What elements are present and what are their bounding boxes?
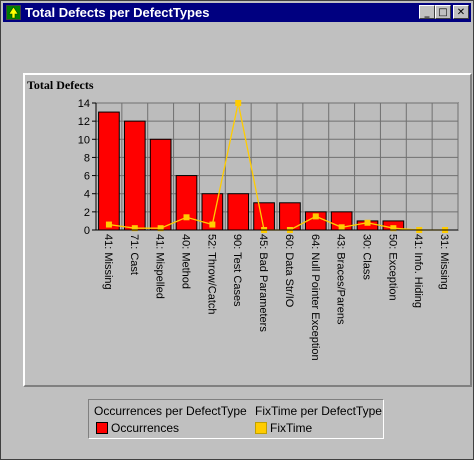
fixtime-point-1 [131, 225, 138, 232]
x-tick-label-7: 60: Data Str/IO [283, 234, 295, 308]
x-tick-label-4: 52: Throw/Catch [205, 234, 217, 315]
close-icon: ✕ [456, 6, 466, 18]
title-bar[interactable]: Total Defects per DefectTypes _ □ ✕ [3, 3, 471, 22]
fixtime-point-8 [312, 213, 319, 220]
bar-5 [227, 193, 250, 231]
bar-6 [253, 202, 275, 231]
fixtime-point-9 [338, 224, 345, 231]
x-tick-label-6: 45: Bad Parameters [257, 234, 269, 332]
fixtime-point-5 [235, 100, 242, 106]
y-tick-label: 4 [84, 189, 90, 201]
x-tick-label-10: 30: Class [361, 234, 373, 280]
y-tick-label: 8 [84, 152, 90, 164]
close-button[interactable]: ✕ [453, 5, 469, 19]
x-tick-label-0: 41: Missing [102, 234, 114, 290]
y-tick-label: 0 [84, 225, 90, 237]
legend-swatch-occurrences [96, 422, 108, 434]
minimize-button[interactable]: _ [419, 5, 435, 19]
x-tick-label-8: 64: Null Pointer Exception [309, 234, 321, 361]
fixtime-point-11 [390, 225, 397, 232]
maximize-icon: □ [438, 6, 448, 18]
x-tick-label-11: 50: Exception [386, 234, 398, 301]
legend-header-occurrences: Occurrences per DefectType [94, 404, 247, 418]
fixtime-point-2 [157, 225, 164, 232]
x-tick-label-3: 40: Method [180, 234, 192, 289]
x-tick-label-13: 31: Missing [438, 234, 450, 290]
tree-icon [6, 5, 21, 20]
legend-swatch-fixtime [255, 422, 267, 434]
window-title: Total Defects per DefectTypes [25, 5, 210, 20]
legend-header-fixtime: FixTime per DefectType [255, 404, 382, 418]
y-tick-label: 6 [84, 171, 90, 183]
x-tick-label-1: 71: Cast [128, 234, 140, 275]
x-tick-label-5: 90: Test Cases [231, 234, 243, 307]
y-axis-title: Total Defects [27, 78, 94, 92]
legend-label-fixtime: FixTime [270, 421, 313, 435]
fixtime-point-3 [183, 214, 190, 221]
fixtime-point-10 [364, 219, 371, 226]
maximize-button[interactable]: □ [435, 5, 451, 19]
y-tick-label: 10 [78, 134, 90, 146]
bar-1 [123, 120, 146, 231]
bar-2 [149, 138, 172, 231]
y-tick-label: 14 [78, 98, 90, 110]
bar-3 [175, 175, 198, 231]
y-tick-label: 2 [84, 207, 90, 219]
legend-label-occurrences: Occurrences [111, 421, 180, 435]
x-tick-label-12: 41: Info. Hiding [412, 234, 424, 308]
minimize-icon: _ [424, 6, 430, 18]
legend: Occurrences per DefectType FixTime per D… [88, 399, 384, 439]
y-tick-label: 12 [78, 116, 90, 128]
chart-panel: Total Defects 0 2 4 6 8 10 12 14 41: Missing 71: C… [23, 73, 472, 387]
bar-0 [98, 111, 120, 231]
defects-chart: Total Defects 0 2 4 6 8 10 12 14 41: Missing 71: C… [27, 78, 459, 361]
x-tick-label-9: 43: Braces/Parens [335, 234, 347, 325]
x-tick-label-2: 41: Mispelled [154, 234, 166, 299]
fixtime-point-0 [105, 221, 112, 228]
fixtime-point-4 [209, 221, 216, 228]
